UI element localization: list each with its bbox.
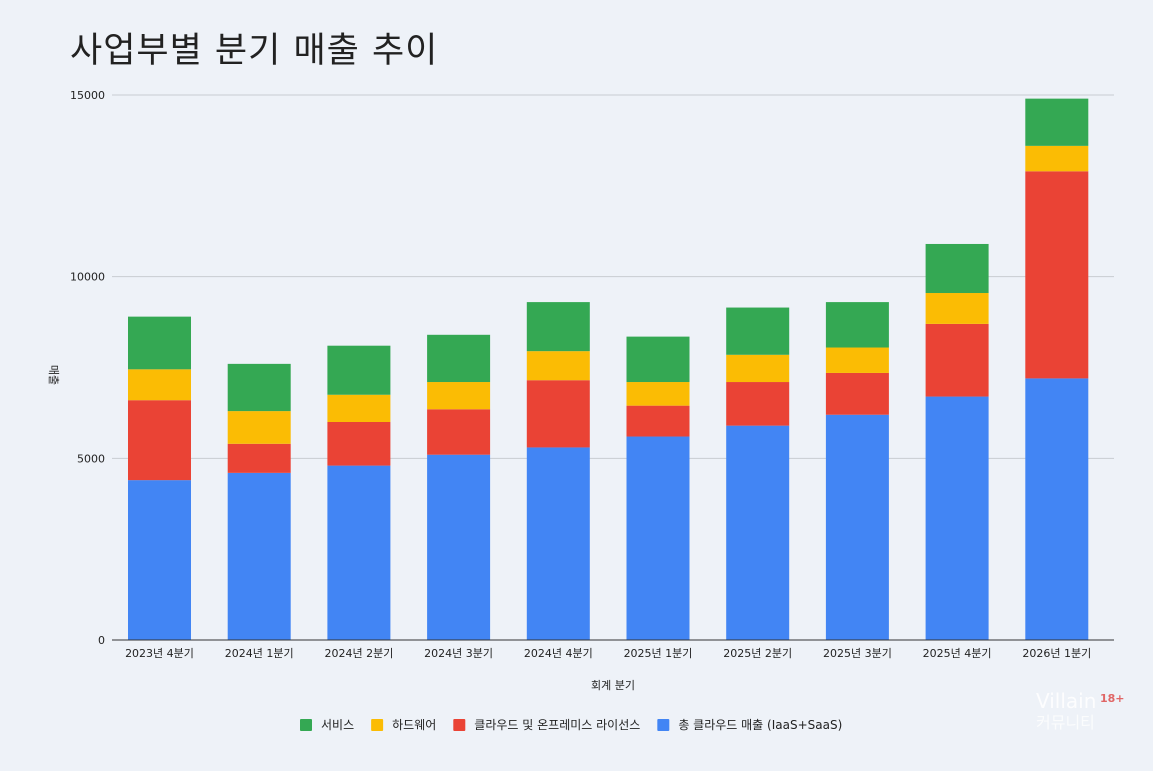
- bar-segment: [128, 400, 191, 481]
- bar-segment: [427, 382, 491, 410]
- legend-swatch: [657, 719, 670, 731]
- bar-segment: [227, 472, 291, 640]
- legend-swatch: [371, 719, 384, 731]
- bar-segment: [626, 336, 690, 383]
- x-tick-label: 2024년 3분기: [424, 647, 493, 660]
- watermark-subtext: 커뮤니티: [1036, 713, 1095, 732]
- bar-segment: [427, 334, 491, 383]
- legend-item: 하드웨어: [371, 718, 436, 732]
- y-tick-label: 15000: [70, 89, 105, 102]
- legend-swatch: [453, 719, 466, 731]
- bar-segment: [825, 414, 889, 640]
- bar-segment: [526, 302, 590, 352]
- bar-segment: [925, 323, 989, 397]
- x-tick-label: 2025년 1분기: [624, 647, 693, 660]
- bar-segment: [227, 443, 291, 473]
- bar-segment: [825, 302, 889, 348]
- bar-segment: [1025, 378, 1089, 640]
- x-tick-label: 2025년 4분기: [923, 647, 992, 660]
- legend-item: 서비스: [300, 718, 354, 732]
- x-tick-label: 2025년 2분기: [723, 647, 792, 660]
- x-tick-labels: 2023년 4분기 2024년 1분기 2024년 2분기 2024년 3분기 2024…: [125, 647, 1091, 660]
- legend-item: 클라우드 및 온프레미스 라이선스: [453, 718, 640, 732]
- bars: [128, 98, 1089, 640]
- bar-segment: [925, 293, 989, 324]
- y-axis-title: 매출: [47, 365, 60, 385]
- legend-label: 총 클라우드 매출 (IaaS+SaaS): [678, 718, 842, 732]
- bar-segment: [327, 465, 391, 640]
- y-tick-label: 10000: [70, 271, 105, 284]
- bar-segment: [327, 345, 391, 395]
- x-tick-label: 2024년 1분기: [225, 647, 294, 660]
- bar-segment: [327, 422, 391, 466]
- bar-segment: [726, 354, 790, 383]
- bar-segment: [1025, 98, 1089, 146]
- bar-segment: [925, 243, 989, 294]
- watermark-logo: Villain 18+ 커뮤니티: [1036, 689, 1125, 734]
- legend-label: 하드웨어: [392, 718, 436, 732]
- bar-segment: [526, 351, 590, 381]
- bar-segment: [526, 447, 590, 640]
- y-tick-label: 0: [98, 634, 105, 647]
- bar-segment: [626, 405, 690, 437]
- bar-segment: [825, 372, 889, 415]
- watermark-text: Villain: [1036, 689, 1097, 713]
- legend-label: 서비스: [321, 718, 354, 732]
- y-tick-label: 5000: [77, 452, 105, 465]
- watermark-badge: 18+: [1100, 692, 1125, 705]
- bar-segment: [825, 347, 889, 373]
- legend-label: 클라우드 및 온프레미스 라이선스: [474, 718, 640, 732]
- bar-segment: [626, 382, 690, 406]
- bar-segment: [128, 480, 191, 640]
- chart-title: 사업부별 분기 매출 추이: [70, 31, 439, 71]
- bar-segment: [427, 409, 491, 455]
- bar-segment: [726, 307, 790, 355]
- x-tick-label: 2023년 4분기: [125, 647, 194, 660]
- bar-segment: [128, 316, 191, 370]
- bar-segment: [227, 363, 291, 412]
- legend: 서비스 하드웨어 클라우드 및 온프레미스 라이선스 총 클라우드 매출 (IaaS+…: [300, 718, 842, 732]
- bar-segment: [227, 411, 291, 444]
- bar-segment: [726, 382, 790, 426]
- bar-segment: [726, 425, 790, 640]
- x-tick-label: 2026년 1분기: [1022, 647, 1091, 660]
- bar-segment: [427, 454, 491, 640]
- legend-swatch: [300, 719, 312, 731]
- bar-segment: [925, 396, 989, 640]
- bar-segment: [128, 369, 191, 401]
- bar-segment: [1025, 145, 1089, 172]
- x-tick-label: 2024년 4분기: [524, 647, 593, 660]
- bar-segment: [327, 394, 391, 422]
- y-tick-labels: 0 5000 10000 15000: [70, 89, 105, 647]
- legend-item: 총 클라우드 매출 (IaaS+SaaS): [657, 718, 842, 732]
- x-axis-title: 회계 분기: [591, 679, 635, 692]
- x-tick-label: 2024년 2분기: [324, 647, 393, 660]
- bar-segment: [1025, 171, 1089, 379]
- x-tick-label: 2025년 3분기: [823, 647, 892, 660]
- bar-segment: [526, 380, 590, 448]
- bar-segment: [626, 436, 690, 640]
